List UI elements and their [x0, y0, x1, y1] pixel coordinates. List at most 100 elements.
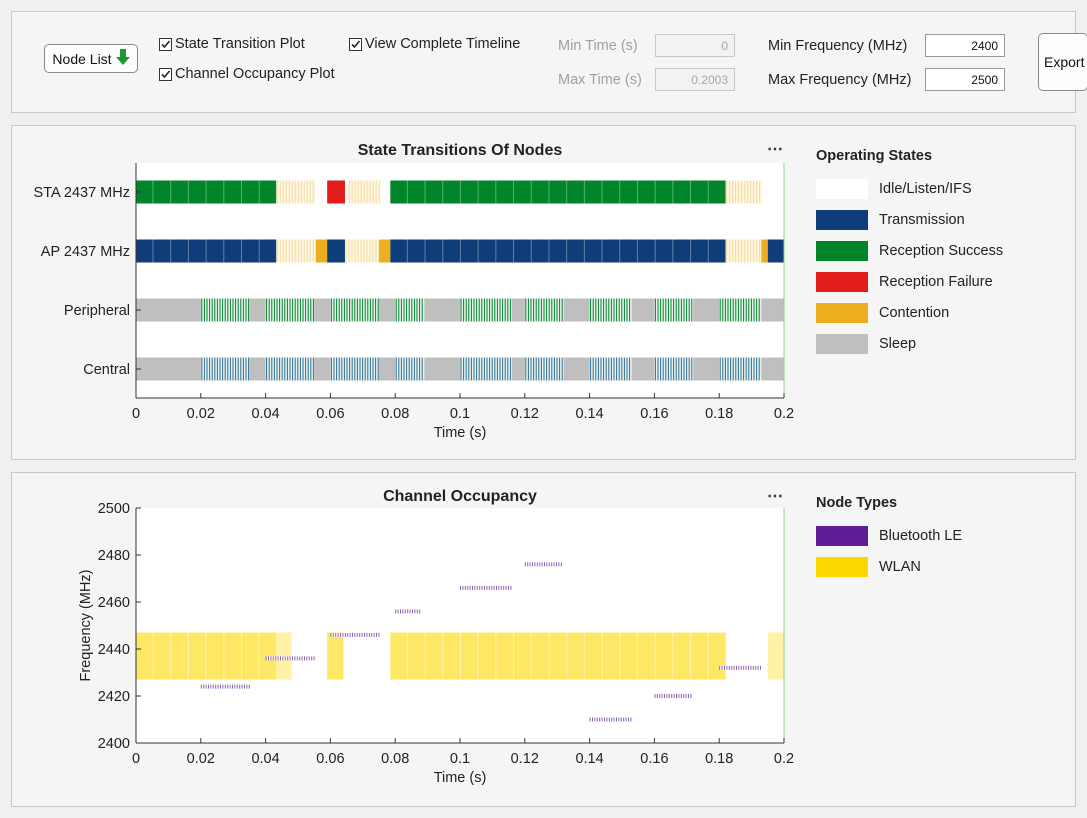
legend-swatch	[816, 556, 868, 577]
export-button[interactable]: Export	[1038, 33, 1087, 91]
legend-swatch	[816, 209, 868, 230]
x-tick-label: 0.12	[511, 751, 539, 767]
node-list-label: Node List	[52, 50, 112, 67]
legend-item: Sleep	[816, 328, 1003, 359]
legend-label: Idle/Listen/IFS	[879, 180, 972, 197]
controls-panel: Node List State Transition Plot Channel …	[11, 11, 1087, 113]
more-options-icon: ⋯	[767, 141, 783, 158]
idle-segment	[725, 180, 762, 204]
x-tick-label: 0.04	[251, 406, 279, 422]
legend-title: Operating States	[816, 148, 933, 164]
x-tick-label: 0.2	[774, 406, 794, 422]
x-tick-label: 0.02	[187, 406, 215, 422]
x-tick-label: 0.2	[774, 751, 794, 767]
legend-item: Reception Success	[816, 235, 1003, 266]
wlan-occupancy	[390, 632, 726, 680]
x-tick-label: 0	[132, 751, 140, 767]
max-time-field[interactable]: 0.2003	[655, 68, 735, 91]
ble-occupancy	[589, 717, 632, 722]
wlan-occupancy	[136, 632, 277, 680]
state-segment	[390, 180, 726, 204]
channel-occupancy-chart: Channel Occupancy ⋯ 2400 2420 2440 2460 2480 25…	[78, 488, 794, 786]
legend-label: Bluetooth LE	[879, 527, 963, 544]
state-segment	[761, 239, 768, 263]
min-time-field[interactable]: 0	[655, 34, 735, 57]
max-time-label: Max Time (s)	[558, 72, 642, 88]
row-label: Peripheral	[64, 303, 130, 319]
x-tick-label: 0.18	[705, 751, 733, 767]
checkbox-check-icon	[159, 67, 172, 81]
complete-timeline-checkbox[interactable]: View Complete Timeline	[349, 36, 520, 52]
wlan-occupancy	[767, 632, 784, 680]
idle-segment	[344, 239, 379, 263]
min-frequency-field[interactable]: 2400	[925, 34, 1005, 57]
x-tick-label: 0.08	[381, 751, 409, 767]
arrow-down-icon	[115, 49, 130, 68]
state-segment	[327, 239, 345, 263]
x-tick-label: 0.04	[251, 751, 279, 767]
row-label: AP 2437 MHz	[41, 244, 130, 260]
state-segment	[136, 180, 277, 204]
legend-item: Transmission	[816, 204, 1003, 235]
state-segment	[315, 239, 328, 263]
y-axis-label: Frequency (MHz)	[78, 570, 94, 682]
legend-swatch	[816, 302, 868, 323]
node-types-legend: Node Types Bluetooth LE WLAN	[816, 495, 962, 582]
burst-segment	[719, 298, 762, 322]
channel-occupancy-checkbox[interactable]: Channel Occupancy Plot	[159, 66, 335, 82]
x-tick-label: 0.14	[575, 751, 603, 767]
y-tick-label: 2480	[98, 548, 130, 564]
state-segment	[379, 239, 391, 263]
wlan-occupancy	[276, 632, 292, 680]
legend-title: Node Types	[816, 495, 898, 511]
legend-item: Idle/Listen/IFS	[816, 173, 1003, 204]
checkbox-check-icon	[349, 37, 362, 51]
channel-occupancy-panel: Channel Occupancy ⋯ 2400 2420 2440 2460 2480 25…	[11, 472, 1076, 807]
x-tick-label: 0.1	[450, 406, 470, 422]
max-frequency-field[interactable]: 2500	[925, 68, 1005, 91]
x-tick-label: 0.14	[575, 406, 603, 422]
burst-segment	[460, 298, 512, 322]
burst-segment	[460, 357, 512, 381]
complete-timeline-label: View Complete Timeline	[365, 36, 521, 52]
state-segment	[390, 239, 726, 263]
x-axis-label: Time (s)	[434, 425, 487, 441]
row-label: STA 2437 MHz	[34, 185, 130, 201]
state-segment	[327, 180, 345, 204]
burst-segment	[589, 298, 632, 322]
legend-label: Reception Failure	[879, 273, 993, 290]
y-tick-label: 2400	[98, 736, 130, 752]
node-list-button[interactable]: Node List	[44, 44, 138, 73]
legend-swatch	[816, 240, 868, 261]
plot-area	[136, 508, 784, 743]
export-label: Export	[1044, 54, 1085, 70]
state-segment	[767, 239, 784, 263]
ble-occupancy	[719, 665, 762, 670]
x-tick-label: 0.18	[705, 406, 733, 422]
min-frequency-label: Min Frequency (MHz)	[768, 38, 908, 54]
legend-swatch	[816, 333, 868, 354]
min-time-label: Min Time (s)	[558, 38, 638, 54]
idle-segment	[725, 239, 762, 263]
legend-swatch	[816, 525, 868, 546]
x-tick-label: 0.16	[640, 751, 668, 767]
state-transition-chart: State Transitions Of Nodes ⋯ STA 2437 MHz A…	[34, 141, 795, 441]
wlan-occupancy	[327, 632, 344, 680]
x-tick-label: 0.02	[187, 751, 215, 767]
y-tick-label: 2420	[98, 689, 130, 705]
legend-label: Sleep	[879, 335, 917, 352]
legend-item: Bluetooth LE	[816, 520, 962, 551]
y-tick-label: 2440	[98, 642, 130, 658]
checkbox-check-icon	[159, 37, 172, 51]
burst-segment	[589, 357, 632, 381]
chart-title: Channel Occupancy	[383, 488, 537, 505]
state-transition-panel: State Transitions Of Nodes ⋯ STA 2437 MHz A…	[11, 125, 1076, 460]
state-transition-checkbox[interactable]: State Transition Plot	[159, 36, 305, 52]
ble-occupancy	[460, 585, 512, 590]
x-tick-label: 0.16	[640, 406, 668, 422]
legend-item: WLAN	[816, 551, 962, 582]
y-tick-label: 2500	[98, 501, 130, 517]
legend-label: Contention	[879, 304, 950, 321]
x-axis-label: Time (s)	[434, 770, 487, 786]
burst-segment	[719, 357, 762, 381]
